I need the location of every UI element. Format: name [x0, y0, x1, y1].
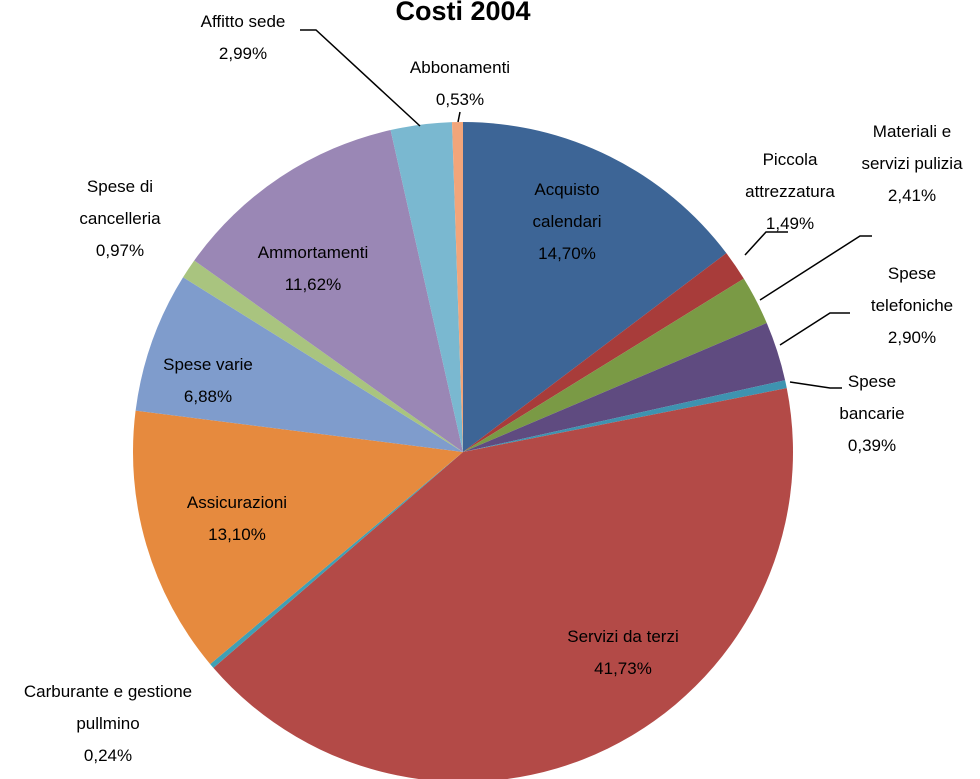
value-label: 2,41%	[887, 186, 937, 205]
slice-label: Affitto sede 2,99%	[173, 6, 313, 70]
pie-slice	[390, 122, 463, 453]
pie-slice	[213, 388, 793, 779]
slice-label: Piccola attrezzatura 1,49%	[725, 144, 855, 240]
pie-slice	[463, 380, 787, 452]
category-label: Spese bancarie	[839, 372, 905, 423]
leader-line	[759, 235, 872, 301]
pie-slice	[463, 323, 786, 452]
pie-slice	[133, 410, 463, 665]
pie-slice	[194, 130, 463, 452]
leader-line	[779, 312, 850, 346]
slice-label: Acquisto calendari 14,70%	[502, 174, 632, 270]
category-label: Abbonamenti	[409, 58, 511, 77]
value-label: 6,88%	[183, 387, 233, 406]
value-label: 11,62%	[284, 275, 342, 294]
slice-label: Spese di cancelleria 0,97%	[60, 171, 180, 267]
category-label: Spese di cancelleria	[79, 177, 161, 228]
leader-line	[789, 381, 842, 389]
pie-slice	[463, 278, 767, 452]
pie-slice	[183, 260, 463, 452]
slice-label: Spese telefoniche 2,90%	[850, 258, 975, 354]
leader-line	[457, 111, 461, 123]
chart-title: Costi 2004	[395, 0, 531, 26]
leader-line	[300, 29, 421, 127]
value-label: 0,97%	[95, 241, 145, 260]
pie-slice	[463, 253, 744, 452]
slice-label: Carburante e gestione pullmino 0,24%	[8, 676, 208, 772]
value-label: 41,73%	[594, 659, 652, 678]
category-label: Acquisto calendari	[532, 180, 602, 231]
slice-label: Materiali e servizi pulizia 2,41%	[857, 116, 967, 212]
value-label: 0,24%	[83, 746, 133, 765]
value-label: 13,10%	[208, 525, 266, 544]
pie-slice	[210, 452, 463, 668]
pie-slice	[452, 122, 463, 452]
category-label: Spese telefoniche	[870, 264, 954, 315]
slice-label: Servizi da terzi 41,73%	[538, 621, 708, 685]
category-label: Spese varie	[163, 355, 253, 374]
slice-label: Abbonamenti 0,53%	[385, 52, 535, 116]
category-label: Assicurazioni	[186, 493, 288, 512]
category-label: Carburante e gestione pullmino	[23, 682, 193, 733]
slice-label: Spese varie 6,88%	[138, 349, 278, 413]
value-label: 0,39%	[847, 436, 897, 455]
value-label: 2,90%	[887, 328, 937, 347]
value-label: 0,53%	[435, 90, 485, 109]
slice-label: Spese bancarie 0,39%	[822, 366, 922, 462]
value-label: 2,99%	[218, 44, 268, 63]
category-label: Materiali e servizi pulizia	[861, 122, 963, 173]
leader-lines	[300, 29, 872, 389]
pie-slice	[135, 277, 463, 452]
slices	[133, 122, 793, 779]
value-label: 1,49%	[765, 214, 815, 233]
slice-label: Ammortamenti 11,62%	[238, 237, 388, 301]
slice-label: Assicurazioni 13,10%	[167, 487, 307, 551]
category-label: Ammortamenti	[257, 243, 369, 262]
category-label: Piccola attrezzatura	[745, 150, 835, 201]
value-label: 14,70%	[538, 244, 596, 263]
category-label: Affitto sede	[200, 12, 286, 31]
pie-slice	[463, 122, 727, 452]
category-label: Servizi da terzi	[567, 627, 679, 646]
leader-line	[744, 231, 788, 256]
